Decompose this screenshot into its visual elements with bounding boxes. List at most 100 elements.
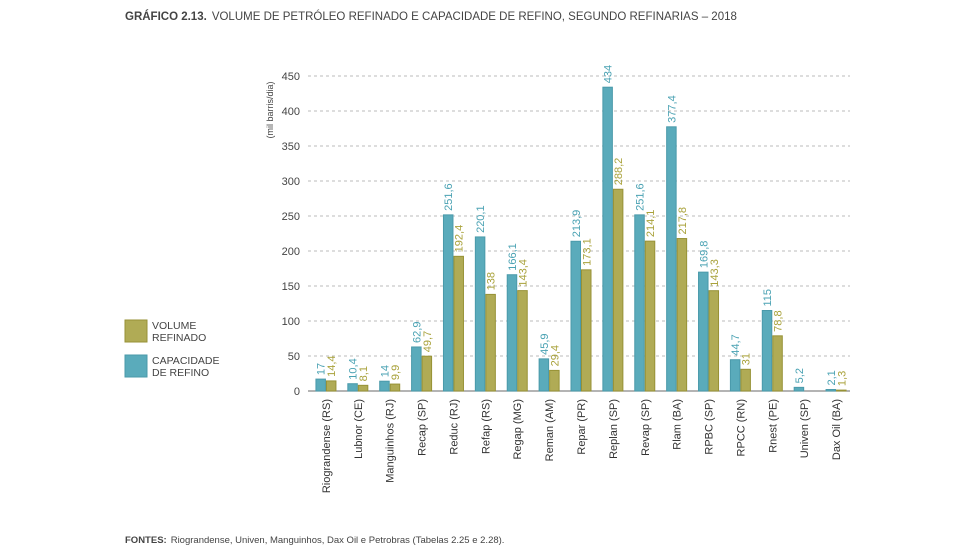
bar <box>379 380 390 392</box>
x-tick-label: RPCC (RN) <box>735 399 747 456</box>
y-tick-label: 50 <box>288 351 300 363</box>
data-label: 214,1 <box>645 210 657 238</box>
data-label: 1,3 <box>836 371 848 386</box>
x-tick-label: Recap (SP) <box>417 399 429 456</box>
bar <box>517 290 528 392</box>
x-tick-label: Rnest (PE) <box>767 399 779 453</box>
data-label: 2,1 <box>826 370 838 385</box>
data-label: 14 <box>379 365 391 377</box>
bar <box>315 378 326 392</box>
bar <box>634 214 645 392</box>
chart-title: GRÁFICO 2.13. VOLUME DE PETRÓLEO REFINADO… <box>125 10 737 23</box>
y-tick-label: 100 <box>282 316 300 328</box>
x-tick-label: Reman (AM) <box>544 399 556 461</box>
data-label: 377,4 <box>666 95 678 123</box>
data-label: 169,8 <box>698 241 710 269</box>
x-tick-label: Repar (PR) <box>576 399 588 455</box>
data-label: 17 <box>316 363 328 375</box>
data-label: 78,8 <box>773 310 785 331</box>
bar <box>549 369 560 392</box>
data-label: 143,4 <box>517 259 529 287</box>
data-label: 220,1 <box>475 205 487 233</box>
bar <box>357 384 369 392</box>
bar <box>474 236 486 392</box>
x-tick-label: Replan (SP) <box>608 399 620 459</box>
legend-label: REFINADO <box>152 332 206 344</box>
y-tick-label: 450 <box>282 71 300 83</box>
data-label: 9,9 <box>390 365 402 380</box>
bar <box>676 238 688 392</box>
legend-swatch <box>124 319 148 343</box>
y-axis-label: (mil barris/dia) <box>265 81 275 138</box>
x-tick-label: Lubnor (CE) <box>353 399 365 459</box>
y-tick-label: 350 <box>282 141 300 153</box>
data-label: 192,4 <box>454 225 466 253</box>
data-label: 251,6 <box>443 183 455 211</box>
bar <box>740 368 751 392</box>
bar <box>325 380 337 392</box>
legend-swatch <box>124 354 148 378</box>
bar <box>836 389 847 392</box>
x-tick-label: Revap (SP) <box>640 399 652 456</box>
x-tick-label: Refap (RS) <box>480 399 492 454</box>
data-label: 213,9 <box>571 210 583 238</box>
y-tick-label: 0 <box>294 386 300 398</box>
data-label: 173,1 <box>581 238 593 266</box>
y-tick-label: 300 <box>282 176 300 188</box>
data-label: 49,7 <box>422 331 434 352</box>
x-tick-label: Rlam (BA) <box>672 399 684 450</box>
bar <box>612 188 624 392</box>
data-label: 434 <box>603 65 615 83</box>
bar <box>793 386 805 392</box>
legend-label: CAPACIDADE <box>152 355 220 367</box>
bar <box>644 240 656 392</box>
bar <box>666 126 677 392</box>
y-tick-label: 400 <box>282 106 300 118</box>
y-tick-label: 200 <box>282 246 300 258</box>
data-label: 8,1 <box>358 366 370 381</box>
data-label: 251,6 <box>635 183 647 211</box>
data-label: 288,2 <box>613 158 625 186</box>
data-label: 44,7 <box>730 334 742 355</box>
bar <box>442 214 454 392</box>
x-tick-label: Reduc (RJ) <box>448 399 460 455</box>
bar <box>506 274 518 392</box>
legend-label: VOLUME <box>152 320 196 332</box>
data-label: 29,4 <box>549 345 561 366</box>
data-label: 45,9 <box>539 333 551 354</box>
data-label: 10,4 <box>348 358 360 379</box>
bar <box>538 358 550 392</box>
data-label: 31 <box>741 353 753 365</box>
data-label: 143,3 <box>709 259 721 287</box>
x-tick-label: Riograndense (RS) <box>321 399 333 493</box>
footer-sources: FONTES: Riograndense, Univen, Manguinhos,… <box>125 535 504 546</box>
bar <box>411 346 422 392</box>
data-label: 217,8 <box>677 207 689 235</box>
bar <box>772 335 783 392</box>
bar <box>581 269 592 392</box>
data-label: 166,1 <box>507 243 519 271</box>
legend-label: DE REFINO <box>152 367 209 379</box>
bar <box>825 389 837 392</box>
bar <box>761 310 773 392</box>
x-tick-label: RPBC (SP) <box>704 399 716 455</box>
bar <box>570 240 581 392</box>
bar <box>389 383 401 392</box>
bar <box>347 383 358 392</box>
bar <box>708 290 720 392</box>
bar <box>485 293 496 392</box>
x-tick-label: Regap (MG) <box>512 399 524 460</box>
bar <box>698 271 709 392</box>
bar <box>453 255 464 392</box>
x-tick-label: Univen (SP) <box>799 399 811 458</box>
data-label: 115 <box>762 289 774 307</box>
y-tick-label: 250 <box>282 211 300 223</box>
data-label: 5,2 <box>794 368 806 383</box>
x-tick-label: Manguinhos (RJ) <box>385 399 397 483</box>
data-label: 14,4 <box>326 355 338 376</box>
bar <box>602 86 613 392</box>
x-tick-label: Dax Oil (BA) <box>831 399 843 460</box>
data-label: 62,9 <box>411 322 423 343</box>
bar <box>729 359 741 392</box>
